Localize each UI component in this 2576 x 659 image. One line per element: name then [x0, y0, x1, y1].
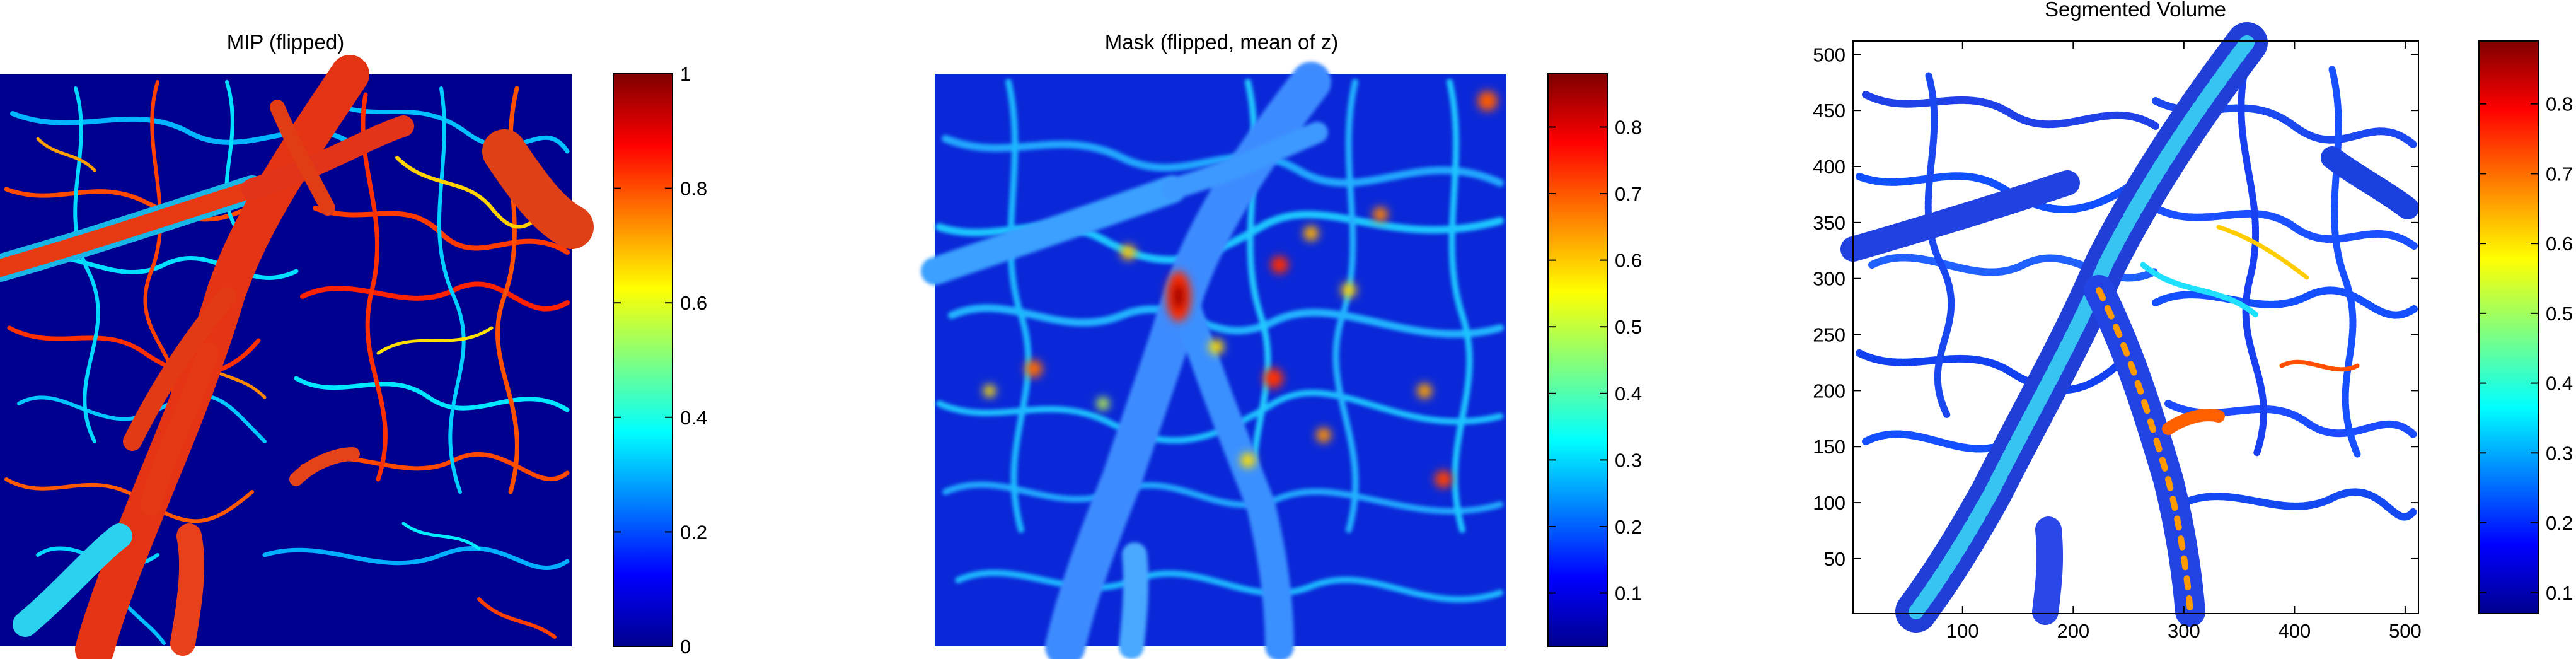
colorbar-seg-tick-label: 0.7: [2546, 163, 2573, 185]
seg-x-tick-label: 200: [2057, 620, 2089, 642]
colorbar-mip-tick-label: 0.4: [680, 407, 707, 429]
seg-y-tick-label: 200: [1813, 380, 1845, 402]
colorbar-mask-tick-label: 0.2: [1615, 516, 1642, 538]
colorbar-mip-tick-label: 0.6: [680, 292, 707, 314]
colorbar-seg-tick-label: 0.1: [2546, 582, 2573, 604]
colorbar-mip-tick-label: 1: [680, 63, 691, 85]
colorbar-mask-tick-label: 0.3: [1615, 449, 1642, 471]
colorbar-seg-tick-label: 0.4: [2546, 373, 2573, 395]
panel-seg-image: 100 200 300 400 500 50 100 150 200 250 300 350 400 4…: [1813, 22, 2422, 642]
seg-y-tick-label: 150: [1813, 436, 1845, 458]
colorbar-seg-tick-label: 0.2: [2546, 512, 2573, 534]
colorbar-mask-ramp: [1547, 73, 1608, 647]
colorbar-seg: 0.1 0.2 0.3 0.4 0.5 0.6 0.7 0.8: [2478, 40, 2573, 614]
panel-seg-title: Segmented Volume: [2045, 0, 2226, 21]
colorbar-mip-tick-label: 0: [680, 636, 691, 658]
seg-plot-area: [1853, 41, 2418, 614]
mask-network: [935, 79, 1504, 603]
seg-y-tick-label: 400: [1813, 156, 1845, 178]
colorbar-seg-tick-label: 0.5: [2546, 303, 2573, 325]
seg-y-tick-label: 500: [1813, 44, 1845, 66]
colorbar-seg-ticks: 0.1 0.2 0.3 0.4 0.5 0.6 0.7 0.8: [2479, 93, 2573, 604]
seg-capillaries: [1856, 66, 2418, 521]
seg-axes-box: [1852, 40, 2419, 614]
mip-large-vessels: [0, 55, 594, 659]
panel-mask-title: Mask (flipped, mean of z): [1105, 30, 1338, 54]
panel-mask-image: [921, 62, 1506, 659]
seg-y-tick-label: 350: [1813, 212, 1845, 234]
colorbar-mask-tick-label: 0.8: [1615, 116, 1642, 138]
colorbar-mip-ticks: 0 0.2 0.4 0.6 0.8 1: [613, 63, 707, 658]
seg-x-tick-label: 400: [2279, 620, 2311, 642]
colorbar-seg-ramp: [2478, 40, 2539, 614]
seg-y-tick-label: 450: [1813, 100, 1845, 122]
colorbar-mask: 0.1 0.2 0.3 0.4 0.5 0.6 0.7 0.8: [1547, 73, 1642, 647]
colorbar-mip-tick-label: 0.2: [680, 521, 707, 543]
colorbar-mask-tick-label: 0.6: [1615, 250, 1642, 272]
panel-mip: MIP (flipped): [0, 30, 707, 659]
seg-x-tick-label: 500: [2389, 620, 2422, 642]
mask-large-vessels: [921, 62, 1331, 659]
colorbar-seg-tick-label: 0.8: [2546, 93, 2573, 115]
seg-y-tick-label: 250: [1813, 324, 1845, 346]
seg-x-ticks: 100 200 300 400 500: [1946, 41, 2422, 642]
colorbar-mask-tick-label: 0.7: [1615, 183, 1642, 205]
colorbar-mask-tick-label: 0.1: [1615, 583, 1642, 605]
seg-large-vessels: [1840, 22, 2419, 633]
colorbar-mip-ramp: [613, 73, 673, 647]
mask-hotspots: [983, 91, 1498, 488]
seg-y-tick-label: 50: [1824, 548, 1845, 570]
colorbar-seg-tick-label: 0.6: [2546, 233, 2573, 255]
panel-seg: Segmented Volume: [1813, 0, 2573, 642]
seg-y-tick-label: 300: [1813, 268, 1845, 290]
colorbar-mask-ticks: 0.1 0.2 0.3 0.4 0.5 0.6 0.7 0.8: [1548, 116, 1642, 605]
panel-mip-image: [0, 55, 594, 659]
panel-mask: Mask (flipped, mean of z): [921, 30, 1642, 659]
seg-y-tick-label: 100: [1813, 492, 1845, 514]
colorbar-mask-tick-label: 0.5: [1615, 316, 1642, 338]
seg-x-tick-label: 100: [1946, 620, 1979, 642]
panel-mip-title: MIP (flipped): [227, 30, 344, 54]
colorbar-mip-tick-label: 0.8: [680, 178, 707, 200]
seg-x-tick-label: 300: [2168, 620, 2200, 642]
colorbar-mask-tick-label: 0.4: [1615, 383, 1642, 405]
colorbar-mip: 0 0.2 0.4 0.6 0.8 1: [613, 63, 707, 658]
colorbar-seg-tick-label: 0.3: [2546, 442, 2573, 464]
seg-y-ticks: 50 100 150 200 250 300 350 400 450 500: [1813, 44, 2418, 570]
